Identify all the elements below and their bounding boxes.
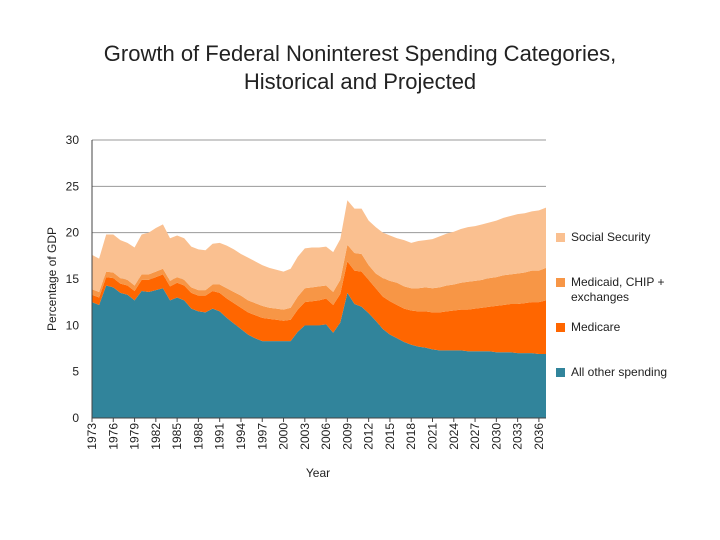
area-series-all-other-spending [92,285,546,418]
legend-item-medicaid-chip-exchanges: Medicaid, CHIP + exchanges [556,275,701,305]
chart-title-line1: Growth of Federal Noninterest Spending C… [103,41,617,66]
area-series-group [92,200,546,418]
legend-label-medicaid-chip-exchanges: Medicaid, CHIP + exchanges [571,275,665,304]
x-tick-label-2018: 2018 [404,423,418,450]
legend-label-medicare: Medicare [571,320,621,334]
x-tick-label-1988: 1988 [191,423,205,450]
axes: 0 5 10 15 20 25 30 1973 1976 1979 1982 1985 1988 1991… [66,133,546,450]
chart-legend: Social Security Medicaid, CHIP + exchange… [556,0,716,540]
y-tick-label-20: 20 [66,226,80,240]
x-tick-label-2036: 2036 [532,423,546,450]
x-tick-label-2012: 2012 [362,423,376,450]
x-tick-label-2033: 2033 [511,423,525,450]
legend-swatch-medicare [556,323,565,332]
area-series-medicare [92,261,546,355]
legend-swatch-social-security [556,233,565,242]
x-tick-label-2024: 2024 [447,423,461,450]
area-series-social-security [92,200,546,310]
legend-item-medicare: Medicare [556,320,701,335]
x-tick-label-2003: 2003 [298,423,312,450]
x-tick-label-1979: 1979 [128,423,142,450]
y-tick-label-10: 10 [66,318,80,332]
x-axis-title: Year [306,466,330,480]
x-tick-label-2006: 2006 [319,423,333,450]
y-axis-title: Percentage of GDP [45,227,59,331]
x-tick-label-1994: 1994 [234,423,248,450]
legend-swatch-all-other-spending [556,368,565,377]
chart-title-line2: Historical and Projected [243,69,477,94]
legend-label-social-security: Social Security [571,230,651,244]
legend-item-social-security: Social Security [556,230,701,245]
x-tick-label-2000: 2000 [277,423,291,450]
area-series-medicaid-chip-exchanges [92,244,546,321]
x-tick-label-1991: 1991 [213,423,227,450]
x-tick-label-1985: 1985 [170,423,184,450]
x-tick-label-2027: 2027 [468,423,482,450]
x-tick-label-2015: 2015 [383,423,397,450]
x-tick-label-1982: 1982 [149,423,163,450]
x-tick-label-2030: 2030 [489,423,503,450]
x-tick-label-2021: 2021 [426,423,440,450]
y-tick-label-0: 0 [72,411,79,425]
legend-item-all-other-spending: All other spending [556,365,701,380]
y-tick-label-5: 5 [72,365,79,379]
x-tick-label-1973: 1973 [85,423,99,450]
y-tick-label-30: 30 [66,133,80,147]
x-tick-label-1976: 1976 [106,423,120,450]
y-tick-label-15: 15 [66,272,80,286]
x-tick-label-2009: 2009 [340,423,354,450]
chart-title: Growth of Federal Noninterest Spending C… [0,40,720,96]
legend-label-all-other-spending: All other spending [571,365,668,379]
y-tick-label-25: 25 [66,179,80,193]
legend-swatch-medicaid-chip-exchanges [556,278,565,287]
x-tick-label-1997: 1997 [255,423,269,450]
